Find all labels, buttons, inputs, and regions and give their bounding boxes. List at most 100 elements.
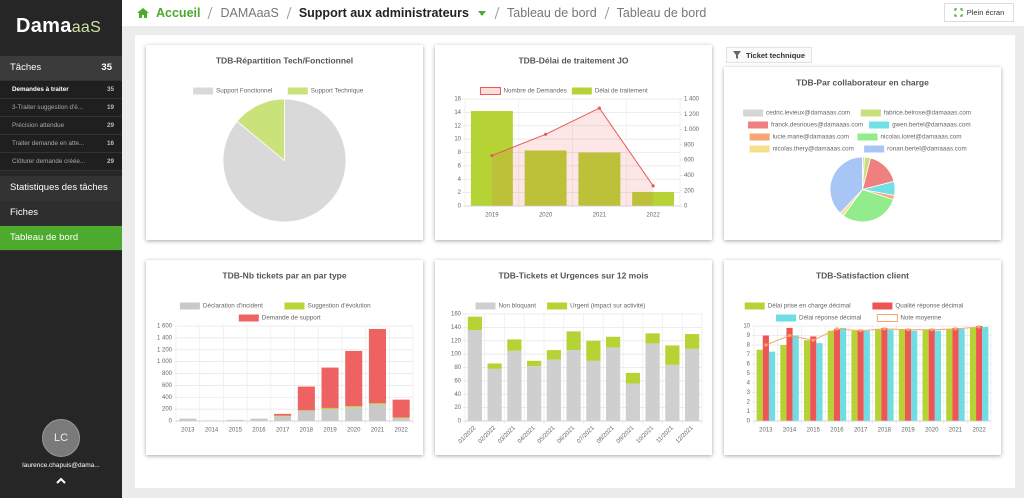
chart: TDB-Nb tickets par an par type Déclaratio…: [157, 270, 414, 434]
x-tick-label: 08/2021: [596, 425, 616, 445]
x-tick-label: 2021: [371, 428, 385, 434]
bar: [833, 328, 841, 421]
bar: [780, 345, 787, 421]
bar: [816, 343, 823, 421]
x-tick-label: 2017: [854, 428, 868, 434]
y-tick-label: 10: [743, 324, 750, 330]
line-point: [859, 329, 863, 333]
logo[interactable]: DamaaaS: [0, 0, 122, 52]
bar: [840, 327, 847, 421]
legend-label: Urgent (impact sur activité): [570, 303, 645, 310]
bar: [881, 327, 888, 421]
legend-swatch: [284, 302, 305, 310]
bar-segment: [274, 413, 292, 416]
menu-item[interactable]: Précision attendue 29: [0, 117, 122, 135]
x-tick-label: 2015: [807, 428, 821, 434]
y-tick-label: 1 600: [157, 324, 173, 330]
bar-segment: [392, 417, 410, 419]
bar: [887, 329, 894, 421]
line-point: [544, 132, 548, 136]
line-point: [882, 327, 886, 331]
fullscreen-button[interactable]: Plein écran: [944, 3, 1014, 22]
separator: [286, 6, 292, 20]
bar: [756, 349, 763, 421]
x-tick-label: 2013: [759, 428, 773, 434]
legend-swatch: [571, 87, 592, 95]
bar-segment: [467, 330, 482, 421]
breadcrumb-link[interactable]: Accueil: [156, 6, 201, 20]
filter-button[interactable]: Ticket technique: [726, 47, 812, 63]
y-tick-label: 1 400: [157, 335, 173, 341]
y2-tick-label: 800: [684, 142, 695, 148]
bar-segment: [392, 418, 410, 421]
chart-title: TDB-Délai de traitement JO: [518, 55, 628, 65]
bar: [857, 329, 864, 421]
bar: [863, 330, 870, 421]
x-tick-label: 2018: [878, 428, 892, 434]
breadcrumb-link: Tableau de bord: [616, 6, 707, 20]
y-tick-label: 2: [458, 190, 462, 196]
bar-segment: [297, 410, 315, 411]
y-tick-label: 3: [747, 390, 751, 396]
menu-section[interactable]: Tableau de bord: [0, 226, 122, 251]
x-tick-label: 01/2022: [458, 425, 478, 445]
chart-title: TDB-Satisfaction client: [816, 270, 909, 280]
chart-card: TDB-Par collaborateur en charge cedric.le…: [724, 67, 1001, 240]
breadcrumb-link[interactable]: Support aux administrateurs: [298, 6, 470, 20]
separator: [604, 6, 610, 20]
bar-segment: [645, 343, 660, 421]
menu-count: 35: [106, 86, 114, 93]
y-tick-label: 120: [451, 338, 462, 344]
bar: [524, 150, 567, 206]
separator: [494, 6, 500, 20]
chart-title: TDB-Répartition Tech/Fonctionnel: [216, 55, 353, 65]
bar-segment: [179, 418, 197, 421]
x-tick-label: 07/2021: [576, 425, 596, 445]
bar: [922, 329, 929, 421]
menu-count: 29: [106, 122, 114, 129]
legend-swatch: [872, 302, 893, 310]
bar-segment: [685, 348, 700, 421]
line-point: [651, 184, 655, 188]
chart-title: TDB-Tickets et Urgences sur 12 mois: [498, 270, 648, 280]
dropdown-icon[interactable]: [477, 9, 487, 17]
bar-segment: [321, 409, 339, 421]
menu-count: 19: [106, 104, 114, 111]
legend-label: Qualité réponse décimal: [895, 303, 963, 310]
collapse-icon[interactable]: [55, 477, 67, 485]
bar: [875, 328, 882, 421]
bar-segment: [586, 360, 601, 421]
legend-swatch: [547, 302, 568, 310]
menu-item[interactable]: 3-Traiter suggestion d'é... 19: [0, 99, 122, 117]
menu-item[interactable]: Demandes à traiter 35: [0, 81, 122, 99]
y-tick-label: 20: [454, 405, 461, 411]
bar: [768, 351, 776, 421]
menu-label: Clôturer demande créée...: [12, 158, 86, 165]
bar: [911, 330, 918, 421]
bar: [578, 152, 621, 206]
menu-section[interactable]: Tâches 35: [0, 56, 122, 81]
menu-label: Tâches: [10, 62, 42, 73]
bar-segment: [368, 328, 386, 404]
line-area: [491, 108, 654, 206]
legend-swatch: [179, 302, 200, 310]
menu-label: 3-Traiter suggestion d'é...: [12, 104, 83, 111]
legend-label: Délai prise en charge décimal: [768, 303, 851, 310]
breadcrumb-link[interactable]: Tableau de bord: [507, 6, 597, 20]
bar: [851, 330, 858, 421]
legend-label: franck.desnoues@damaaas.com: [771, 122, 863, 129]
legend-label: Délai de traitement: [595, 88, 648, 95]
legend-label: Nombre de Demandes: [503, 88, 566, 95]
menu-item[interactable]: Clôturer demande créée... 29: [0, 153, 122, 171]
menu-section[interactable]: Fiches: [0, 201, 122, 226]
menu-section[interactable]: Statistiques des tâches: [0, 176, 122, 201]
logo-main: Dama: [16, 15, 72, 37]
breadcrumb-link[interactable]: DAMAaaS: [220, 6, 279, 20]
y-tick-label: 800: [162, 371, 173, 377]
avatar[interactable]: LC: [42, 419, 80, 457]
bar-segment: [546, 359, 561, 421]
menu-item[interactable]: Traiter demande en atte... 16: [0, 135, 122, 153]
line-point: [490, 153, 494, 158]
y-tick-label: 400: [162, 395, 173, 401]
